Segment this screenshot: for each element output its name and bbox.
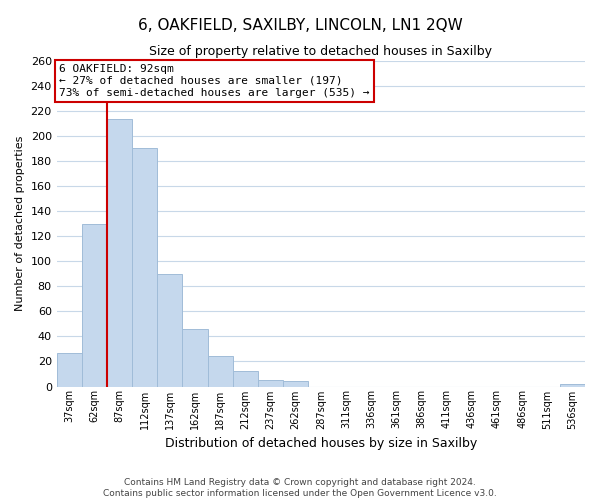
Bar bbox=[560, 384, 585, 386]
Y-axis label: Number of detached properties: Number of detached properties bbox=[15, 136, 25, 311]
Bar bbox=[132, 148, 157, 386]
Bar bbox=[56, 352, 82, 386]
Text: 6, OAKFIELD, SAXILBY, LINCOLN, LN1 2QW: 6, OAKFIELD, SAXILBY, LINCOLN, LN1 2QW bbox=[137, 18, 463, 32]
Bar bbox=[82, 224, 107, 386]
Bar bbox=[233, 372, 258, 386]
X-axis label: Distribution of detached houses by size in Saxilby: Distribution of detached houses by size … bbox=[165, 437, 477, 450]
Bar bbox=[283, 382, 308, 386]
Title: Size of property relative to detached houses in Saxilby: Size of property relative to detached ho… bbox=[149, 45, 493, 58]
Bar bbox=[182, 329, 208, 386]
Bar bbox=[258, 380, 283, 386]
Bar bbox=[208, 356, 233, 386]
Text: 6 OAKFIELD: 92sqm
← 27% of detached houses are smaller (197)
73% of semi-detache: 6 OAKFIELD: 92sqm ← 27% of detached hous… bbox=[59, 64, 370, 98]
Bar bbox=[107, 120, 132, 386]
Bar bbox=[157, 274, 182, 386]
Text: Contains HM Land Registry data © Crown copyright and database right 2024.
Contai: Contains HM Land Registry data © Crown c… bbox=[103, 478, 497, 498]
